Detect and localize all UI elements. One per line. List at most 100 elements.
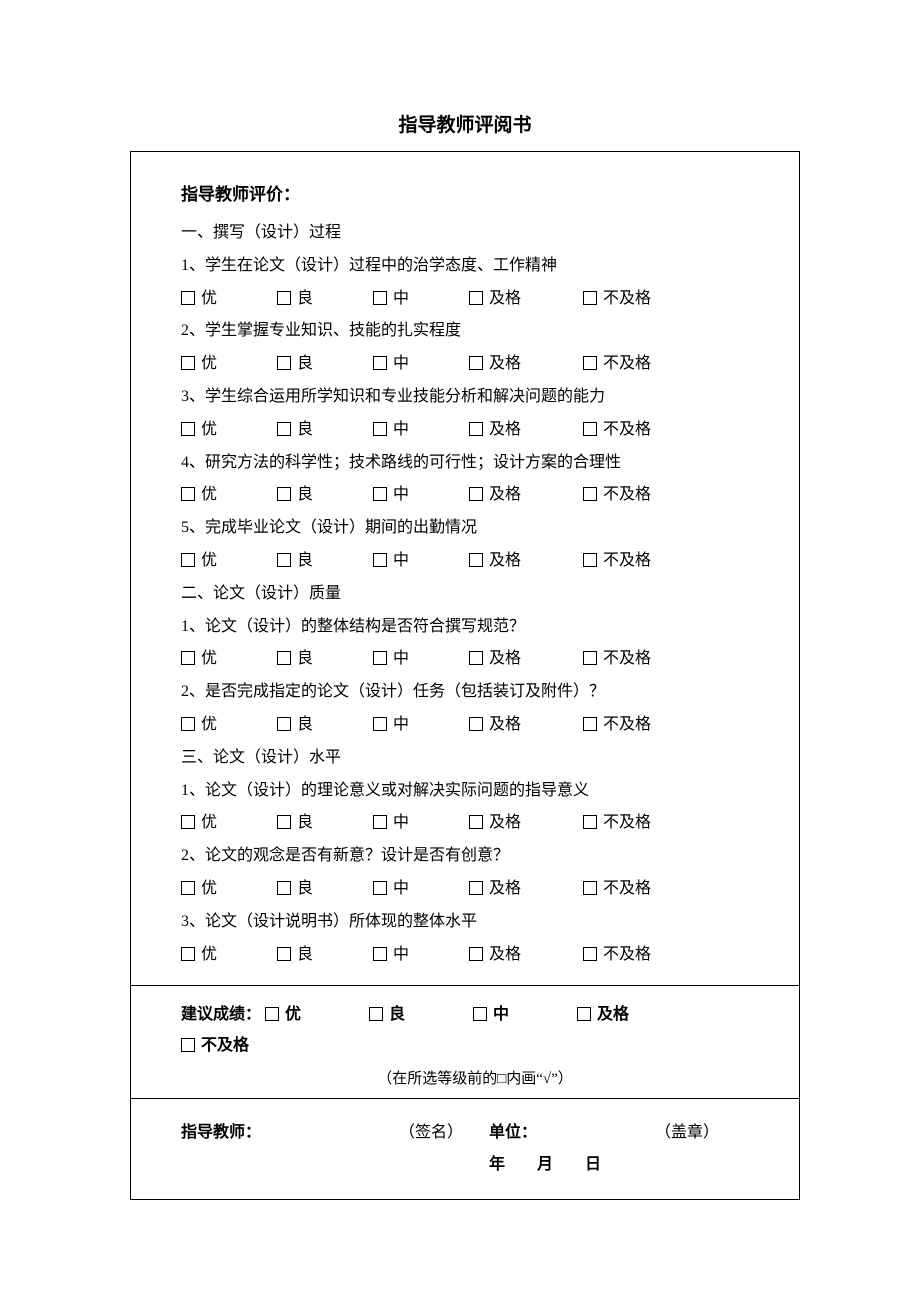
rating-label: 优 — [201, 486, 217, 503]
checkbox[interactable] — [469, 291, 483, 305]
grade-option: 及格 — [597, 1006, 629, 1023]
checkbox[interactable] — [265, 1007, 279, 1021]
checkbox[interactable] — [373, 422, 387, 436]
rating-label: 中 — [393, 650, 409, 667]
checkbox[interactable] — [469, 717, 483, 731]
section-2-heading: 二、论文（设计）质量 — [181, 578, 749, 611]
checkbox[interactable] — [369, 1007, 383, 1021]
checkbox[interactable] — [373, 356, 387, 370]
rating-label: 及格 — [489, 946, 521, 963]
section-3-heading: 三、论文（设计）水平 — [181, 742, 749, 775]
section-1-item-3: 3、学生综合运用所学知识和专业技能分析和解决问题的能力 — [181, 381, 749, 414]
checkbox[interactable] — [469, 651, 483, 665]
checkbox[interactable] — [473, 1007, 487, 1021]
checkbox[interactable] — [277, 487, 291, 501]
date-row: 年 月 日 — [181, 1149, 749, 1181]
checkbox[interactable] — [181, 1038, 195, 1052]
rating-label: 良 — [297, 880, 313, 897]
checkbox[interactable] — [583, 947, 597, 961]
rating-label: 良 — [297, 421, 313, 438]
grade-option: 中 — [493, 1006, 509, 1023]
rating-row: 优 良 中 及格 不及格 — [181, 807, 749, 840]
checkbox[interactable] — [373, 487, 387, 501]
checkbox[interactable] — [181, 291, 195, 305]
checkbox[interactable] — [181, 717, 195, 731]
rating-label: 及格 — [489, 355, 521, 372]
date-month: 月 — [537, 1156, 553, 1173]
checkbox[interactable] — [277, 717, 291, 731]
rating-label: 及格 — [489, 716, 521, 733]
checkbox[interactable] — [277, 881, 291, 895]
rating-label: 中 — [393, 946, 409, 963]
grade-option: 优 — [285, 1006, 301, 1023]
checkbox[interactable] — [583, 291, 597, 305]
rating-label: 良 — [297, 716, 313, 733]
checkbox[interactable] — [181, 422, 195, 436]
rating-label: 及格 — [489, 814, 521, 831]
checkbox[interactable] — [583, 651, 597, 665]
checkbox[interactable] — [181, 947, 195, 961]
sign-paren: （签名） — [399, 1124, 463, 1141]
checkbox[interactable] — [181, 651, 195, 665]
checkbox[interactable] — [181, 815, 195, 829]
checkbox[interactable] — [181, 881, 195, 895]
checkbox[interactable] — [373, 881, 387, 895]
grade-option: 良 — [389, 1006, 405, 1023]
checkbox[interactable] — [469, 487, 483, 501]
checkbox[interactable] — [469, 553, 483, 567]
checkbox[interactable] — [469, 881, 483, 895]
section-3-item-1: 1、论文（设计）的理论意义或对解决实际问题的指导意义 — [181, 775, 749, 808]
checkbox[interactable] — [373, 291, 387, 305]
rating-label: 优 — [201, 880, 217, 897]
checkbox[interactable] — [277, 291, 291, 305]
checkbox[interactable] — [583, 815, 597, 829]
rating-label: 中 — [393, 421, 409, 438]
checkbox[interactable] — [277, 422, 291, 436]
checkbox[interactable] — [181, 553, 195, 567]
rating-label: 及格 — [489, 650, 521, 667]
checkbox[interactable] — [583, 881, 597, 895]
rating-label: 优 — [201, 946, 217, 963]
form-title: 指导教师评阅书 — [130, 110, 800, 137]
checkbox[interactable] — [583, 422, 597, 436]
checkbox[interactable] — [583, 553, 597, 567]
rating-row: 优 良 中 及格 不及格 — [181, 348, 749, 381]
checkbox[interactable] — [277, 356, 291, 370]
checkbox[interactable] — [277, 651, 291, 665]
rating-label: 良 — [297, 290, 313, 307]
rating-label: 不及格 — [603, 552, 651, 569]
checkbox[interactable] — [583, 717, 597, 731]
rating-row: 优 良 中 及格 不及格 — [181, 709, 749, 742]
rating-label: 优 — [201, 421, 217, 438]
checkbox[interactable] — [469, 947, 483, 961]
checkbox[interactable] — [373, 717, 387, 731]
checkbox[interactable] — [181, 487, 195, 501]
checkbox[interactable] — [583, 356, 597, 370]
checkbox[interactable] — [583, 487, 597, 501]
date-year: 年 — [489, 1156, 505, 1173]
rating-label: 中 — [393, 814, 409, 831]
checkbox[interactable] — [469, 422, 483, 436]
rating-label: 不及格 — [603, 290, 651, 307]
grade-note: （在所选等级前的□内画“√”） — [181, 1067, 769, 1088]
section-2-item-1: 1、论文（设计）的整体结构是否符合撰写规范？ — [181, 611, 749, 644]
checkbox[interactable] — [277, 553, 291, 567]
advisor-label: 指导教师： — [181, 1124, 261, 1141]
checkbox[interactable] — [277, 947, 291, 961]
checkbox[interactable] — [373, 815, 387, 829]
checkbox[interactable] — [577, 1007, 591, 1021]
checkbox[interactable] — [373, 947, 387, 961]
checkbox[interactable] — [373, 651, 387, 665]
section-1-item-2: 2、学生掌握专业知识、技能的扎实程度 — [181, 315, 749, 348]
checkbox[interactable] — [469, 815, 483, 829]
rating-label: 不及格 — [603, 946, 651, 963]
rating-label: 良 — [297, 552, 313, 569]
rating-label: 优 — [201, 355, 217, 372]
stamp-paren: （盖章） — [655, 1124, 719, 1141]
rating-label: 及格 — [489, 552, 521, 569]
checkbox[interactable] — [469, 356, 483, 370]
checkbox[interactable] — [181, 356, 195, 370]
checkbox[interactable] — [277, 815, 291, 829]
checkbox[interactable] — [373, 553, 387, 567]
rating-label: 不及格 — [603, 650, 651, 667]
